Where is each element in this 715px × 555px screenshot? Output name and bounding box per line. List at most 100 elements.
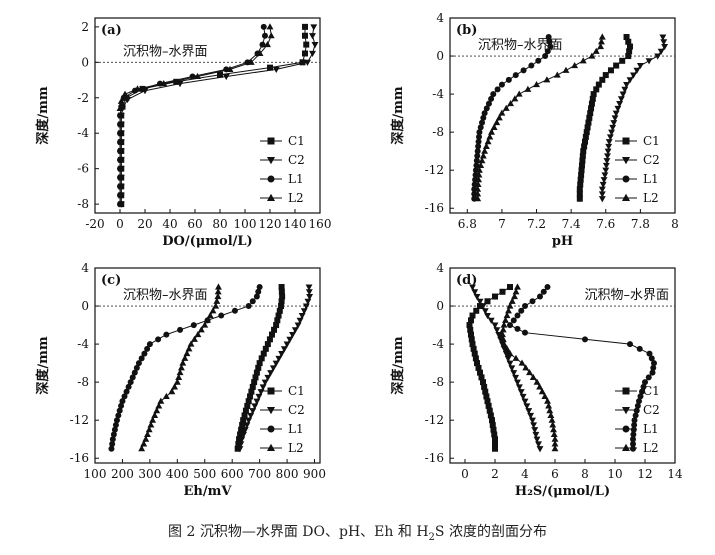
data-point [621,86,629,93]
data-point [305,289,313,296]
data-point [544,397,551,404]
data-point [278,351,286,358]
data-series [474,33,606,202]
x-axis-label: H₂S/(μmol/L) [515,484,610,499]
legend-label: C2 [643,403,660,417]
data-point [171,383,179,390]
y-tick-label: -12 [70,413,89,427]
data-point [217,71,223,78]
data-point [274,317,281,324]
figure-canvas: -20 0 20 40 60 80 100 120 140 16020-2-4-6-8DO/(μm… [35,11,683,499]
data-point [481,308,489,315]
data-point [244,402,251,409]
data-point [214,288,222,295]
data-point [466,322,473,329]
y-tick-label: 4 [436,11,444,25]
data-point [502,316,509,323]
data-point [242,407,249,414]
data-point [636,63,644,70]
data-point [521,398,529,405]
x-tick-label: 80 [212,217,227,231]
x-tick-label: 7.4 [562,217,581,231]
x-axis-label: Eh/mV [184,484,233,499]
x-tick-label: 14 [667,467,683,481]
data-point [474,195,482,202]
data-point [218,312,225,319]
data-point [129,374,136,381]
data-point [528,62,535,69]
data-point [500,321,508,328]
data-point [636,398,642,405]
data-point [630,431,637,438]
data-series [236,284,314,453]
data-point [490,123,498,130]
data-point [611,115,619,122]
data-series [108,284,263,452]
data-point [481,147,489,154]
data-point [475,138,482,145]
data-point [548,416,556,423]
data-point [512,72,519,79]
y-axis-label: 深度/mm [390,336,406,395]
x-tick-label: 60 [187,217,202,231]
data-point [503,345,511,352]
data-point [654,53,662,60]
data-point [484,298,491,305]
legend-marker [621,407,631,415]
data-point [536,383,544,390]
data-point [474,190,482,197]
data-point [113,417,120,424]
data-point [123,388,130,395]
data-point [247,393,254,400]
data-point [149,416,157,423]
data-point [585,119,592,126]
series-line [120,26,316,205]
data-point [487,412,494,419]
data-point [626,77,634,84]
data-point [133,364,140,371]
data-point [588,52,596,59]
series-line [119,26,266,205]
data-point [493,327,501,334]
data-point [175,373,183,380]
data-point [603,158,611,165]
data-point [279,293,286,300]
data-point [598,196,606,203]
legend-marker [267,137,275,145]
data-point [235,440,242,447]
data-point [578,162,585,169]
y-tick-label: 0 [81,55,89,69]
data-point [206,311,214,319]
legend-marker [266,193,276,201]
data-point [492,293,498,300]
panel-label: (c) [101,273,121,288]
data-point [249,408,257,415]
data-point [499,326,507,333]
data-point [468,317,474,324]
x-tick-label: 140 [284,217,307,231]
data-point [481,383,488,390]
data-point [546,407,554,414]
data-point [138,445,146,452]
data-point [507,322,513,329]
data-point [300,308,308,315]
data-point [280,346,288,353]
data-series [576,34,633,202]
data-point [469,341,476,348]
data-point [627,43,633,50]
data-point [477,303,483,310]
y-tick-label: -8 [432,375,444,389]
data-point [117,201,123,208]
data-point [661,43,669,51]
data-point [286,336,294,343]
data-point [625,53,632,60]
data-point [275,355,283,362]
data-series [469,284,544,453]
figure-caption: 图 2 沉积物—水界面 DO、pH、Eh 和 H2S 浓度的剖面分布 [0,521,715,543]
legend-label: L1 [643,172,659,186]
x-tick-label: -20 [85,217,104,231]
data-point [117,121,123,128]
y-tick-label: 4 [436,261,444,275]
data-point [602,167,610,174]
data-series [471,34,554,202]
